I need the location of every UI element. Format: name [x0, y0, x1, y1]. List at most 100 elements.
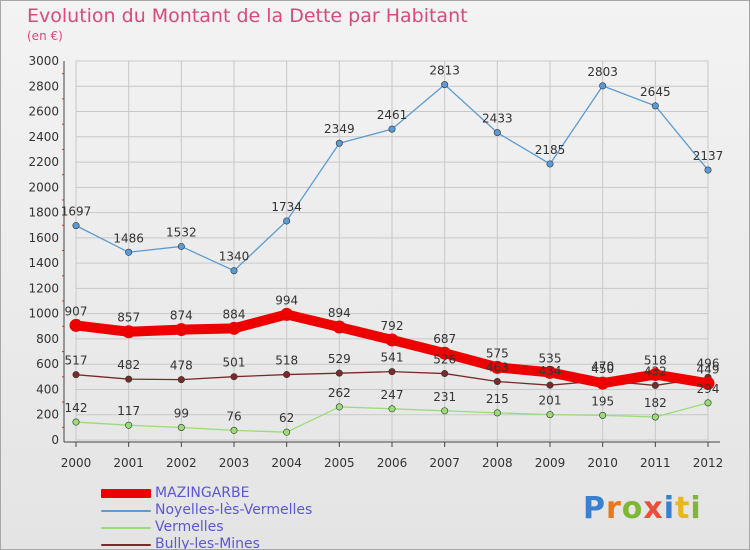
- data-label: 450: [591, 362, 614, 376]
- y-tick-label: 1800: [28, 206, 59, 220]
- legend-label: Vermelles: [155, 519, 224, 535]
- data-point: [546, 381, 554, 389]
- x-tick-label: 2002: [166, 456, 197, 470]
- y-tick-label: 3000: [28, 54, 59, 68]
- data-point: [546, 160, 554, 168]
- data-point: [651, 381, 659, 389]
- x-tick-label: 2004: [271, 456, 302, 470]
- data-point: [651, 102, 659, 110]
- data-point: [704, 166, 712, 174]
- data-label: 535: [539, 351, 562, 365]
- data-point: [177, 242, 185, 250]
- data-label: 2645: [640, 85, 671, 99]
- data-point: [177, 423, 185, 431]
- data-label: 195: [591, 394, 614, 408]
- legend-swatch: [101, 510, 151, 512]
- data-label: 2137: [693, 149, 724, 163]
- data-label: 449: [697, 362, 720, 376]
- logo-letter: i: [663, 491, 676, 526]
- data-label: 201: [539, 394, 562, 408]
- data-label: 2349: [324, 122, 355, 136]
- data-label: 1697: [61, 205, 92, 219]
- data-label: 518: [644, 354, 667, 368]
- data-label: 2803: [587, 65, 618, 79]
- x-tick-label: 2001: [113, 456, 144, 470]
- data-label: 182: [644, 396, 667, 410]
- data-point: [174, 323, 188, 337]
- data-point: [704, 399, 712, 407]
- data-point: [230, 373, 238, 381]
- data-label: 994: [275, 293, 298, 307]
- data-label: 894: [328, 306, 351, 320]
- x-tick-label: 2003: [219, 456, 250, 470]
- data-point: [438, 346, 452, 360]
- data-point: [283, 371, 291, 379]
- data-label: 247: [381, 388, 404, 402]
- data-point: [125, 248, 133, 256]
- data-label: 482: [117, 358, 140, 372]
- data-label: 1486: [113, 231, 144, 245]
- data-label: 874: [170, 309, 193, 323]
- data-point: [441, 370, 449, 378]
- data-point: [122, 325, 136, 339]
- data-label: 117: [117, 404, 140, 418]
- data-label: 463: [486, 361, 509, 375]
- data-label: 541: [381, 351, 404, 365]
- data-label: 857: [117, 311, 140, 325]
- data-label: 529: [328, 352, 351, 366]
- data-label: 262: [328, 386, 351, 400]
- data-point: [543, 365, 557, 379]
- data-label: 62: [279, 411, 294, 425]
- data-point: [648, 368, 662, 382]
- data-point: [69, 318, 83, 332]
- data-point: [335, 139, 343, 147]
- legend-swatch: [101, 527, 151, 529]
- data-point: [596, 376, 610, 390]
- data-point: [599, 411, 607, 419]
- data-point: [385, 333, 399, 347]
- data-label: 1734: [271, 200, 302, 214]
- logo-letter: o: [621, 491, 644, 526]
- data-label: 294: [697, 382, 720, 396]
- data-point: [72, 371, 80, 379]
- y-tick-label: 2000: [28, 180, 59, 194]
- y-tick-label: 2400: [28, 130, 59, 144]
- data-label: 215: [486, 392, 509, 406]
- y-tick-label: 1600: [28, 231, 59, 245]
- data-label: 478: [170, 359, 193, 373]
- x-tick-label: 2006: [377, 456, 408, 470]
- data-label: 470: [591, 360, 614, 374]
- y-tick-label: 2200: [28, 155, 59, 169]
- data-point: [441, 81, 449, 89]
- legend-swatch: [101, 544, 151, 546]
- data-point: [546, 411, 554, 419]
- data-point: [125, 375, 133, 383]
- data-point: [388, 125, 396, 133]
- data-point: [230, 267, 238, 275]
- data-label: 517: [65, 354, 88, 368]
- data-label: 1532: [166, 225, 197, 239]
- legend-label: Bully-les-Mines: [155, 536, 260, 550]
- y-tick-label: 2800: [28, 79, 59, 93]
- data-label: 687: [433, 332, 456, 346]
- data-label: 792: [381, 319, 404, 333]
- data-point: [701, 376, 715, 390]
- proxiti-logo: Proxiti: [583, 491, 702, 526]
- x-tick-label: 2007: [429, 456, 460, 470]
- data-point: [490, 360, 504, 374]
- data-label: 518: [275, 354, 298, 368]
- data-point: [283, 428, 291, 436]
- data-label: 2813: [429, 64, 460, 78]
- data-label: 2433: [482, 112, 513, 126]
- data-point: [230, 426, 238, 434]
- data-label: 501: [223, 356, 246, 370]
- x-tick-label: 2011: [640, 456, 671, 470]
- data-label: 99: [174, 406, 189, 420]
- legend-label: Noyelles-lès-Vermelles: [155, 502, 313, 518]
- x-tick-label: 2010: [587, 456, 618, 470]
- data-point: [388, 368, 396, 376]
- data-point: [651, 413, 659, 421]
- data-label: 575: [486, 346, 509, 360]
